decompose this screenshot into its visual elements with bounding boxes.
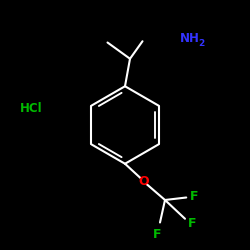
Text: F: F bbox=[153, 228, 162, 240]
Text: F: F bbox=[188, 217, 197, 230]
Text: HCl: HCl bbox=[20, 102, 42, 115]
Text: F: F bbox=[190, 190, 198, 203]
Text: O: O bbox=[138, 175, 149, 188]
Text: NH: NH bbox=[180, 32, 200, 45]
Text: 2: 2 bbox=[198, 39, 204, 48]
